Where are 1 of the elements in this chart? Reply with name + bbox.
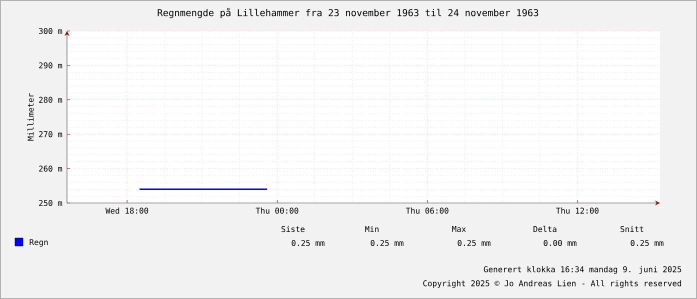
chart-title: Regnmengde på Lillehammer fra 23 november 1963 til 24 november 1963 — [158, 8, 538, 18]
